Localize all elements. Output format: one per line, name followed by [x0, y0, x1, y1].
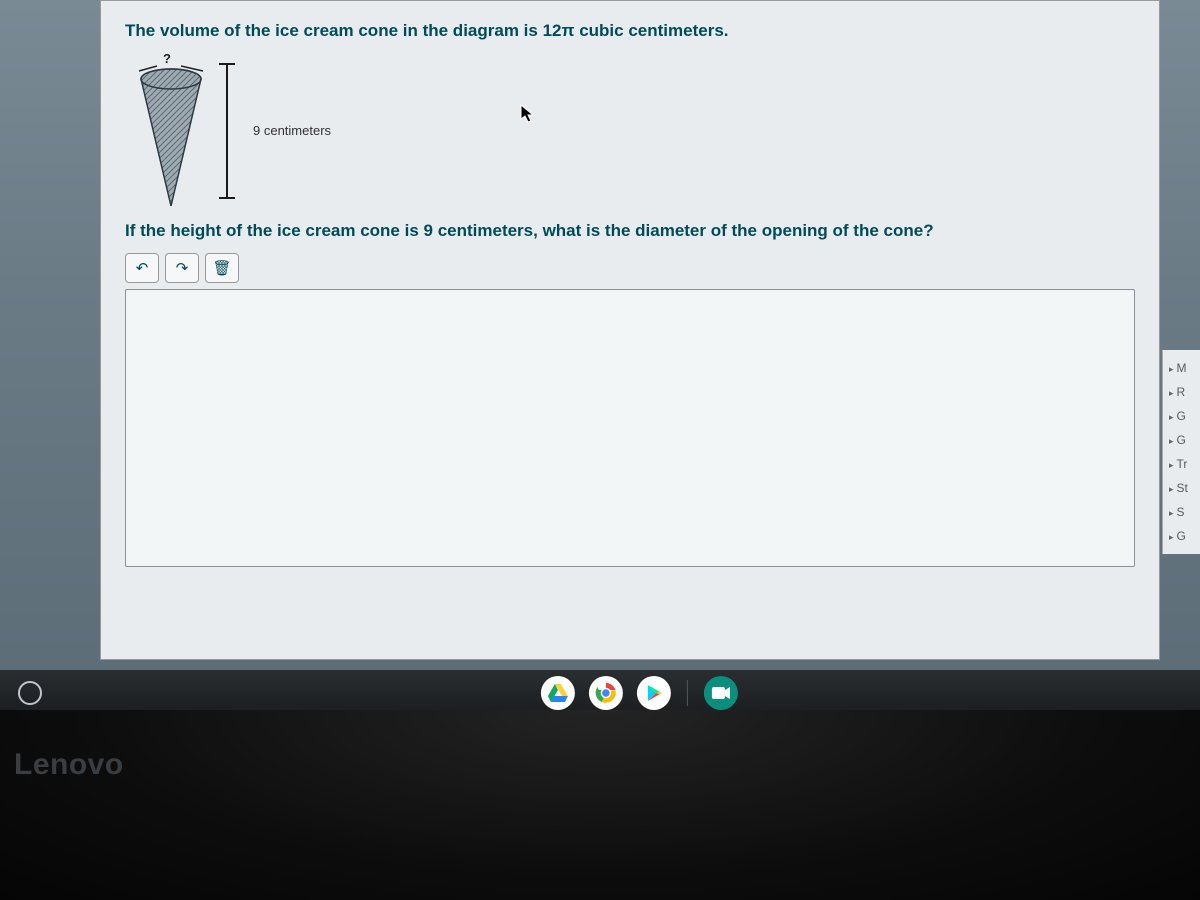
side-item[interactable]: ▸G	[1163, 428, 1200, 452]
chevron-right-icon: ▸	[1169, 508, 1174, 518]
question-line-2: If the height of the ice cream cone is 9…	[125, 219, 1135, 243]
drive-icon	[548, 684, 568, 702]
redo-button[interactable]: ↷	[165, 253, 199, 283]
question-panel: The volume of the ice cream cone in the …	[100, 0, 1160, 660]
cursor-icon	[520, 104, 536, 124]
chrome-app-icon[interactable]	[589, 676, 623, 710]
side-item[interactable]: ▸St	[1163, 476, 1200, 500]
chevron-right-icon: ▸	[1169, 484, 1174, 494]
side-item[interactable]: ▸G	[1163, 404, 1200, 428]
undo-icon: ↶	[136, 259, 149, 277]
cone-diagram: ? 9 centimeters	[135, 51, 1135, 211]
shelf-center	[541, 676, 738, 710]
chevron-right-icon: ▸	[1169, 388, 1174, 398]
right-sidebar: ▸M ▸R ▸G ▸G ▸Tr ▸St ▸S ▸G	[1162, 350, 1200, 554]
undo-button[interactable]: ↶	[125, 253, 159, 283]
side-item[interactable]: ▸Tr	[1163, 452, 1200, 476]
chevron-right-icon: ▸	[1169, 412, 1174, 422]
shelf-separator	[687, 680, 688, 706]
chrome-icon	[595, 682, 617, 704]
height-label: 9 centimeters	[253, 123, 331, 138]
question-line-1: The volume of the ice cream cone in the …	[125, 19, 1135, 43]
clear-button[interactable]: 🗑	[205, 253, 239, 283]
trash-icon: 🗑	[212, 259, 231, 277]
height-bracket	[217, 56, 243, 206]
meet-app-icon[interactable]	[704, 676, 738, 710]
cone-svg: ?	[135, 51, 207, 211]
chevron-right-icon: ▸	[1169, 436, 1174, 446]
redo-icon: ↷	[176, 259, 189, 277]
chevron-right-icon: ▸	[1169, 532, 1174, 542]
side-item[interactable]: ▸S	[1163, 500, 1200, 524]
screen-area: The volume of the ice cream cone in the …	[0, 0, 1200, 710]
launcher-button[interactable]	[18, 681, 42, 705]
side-item[interactable]: ▸R	[1163, 380, 1200, 404]
chevron-right-icon: ▸	[1169, 460, 1174, 470]
camera-icon	[711, 686, 731, 700]
top-label: ?	[163, 51, 171, 66]
editor-toolbar: ↶ ↷ 🗑	[125, 253, 1135, 283]
play-app-icon[interactable]	[637, 676, 671, 710]
drive-app-icon[interactable]	[541, 676, 575, 710]
play-icon	[644, 683, 664, 703]
side-item[interactable]: ▸M	[1163, 356, 1200, 380]
answer-textarea[interactable]	[125, 289, 1135, 567]
laptop-bezel	[0, 710, 1200, 900]
side-item[interactable]: ▸G	[1163, 524, 1200, 548]
chevron-right-icon: ▸	[1169, 364, 1174, 374]
brand-label: Lenovo	[14, 748, 124, 782]
